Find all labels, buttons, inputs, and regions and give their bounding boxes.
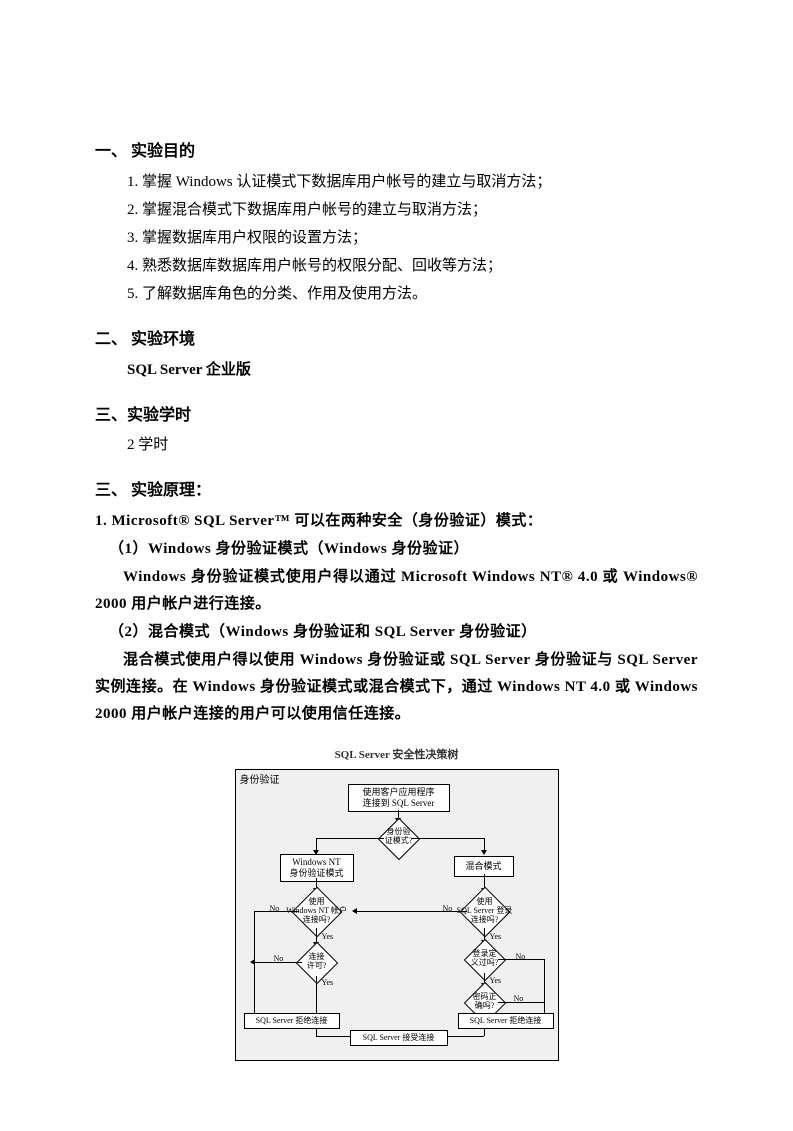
list-item: 3. 掌握数据库用户权限的设置方法； [95,225,698,252]
list-item: 4. 熟悉数据库数据库用户帐号的权限分配、回收等方法； [95,253,698,280]
flowchart-decision-winnt-account [291,887,342,938]
flowchart-node-reject-left: SQL Server 拒绝连接 [244,1013,340,1029]
list-item: 5. 了解数据库角色的分类、作用及使用方法。 [95,281,698,308]
diagram-container: SQL Server 安全性决策树 身份验证 使用客户应用程序连接到 SQL S… [95,746,698,1071]
flowchart-decision-sqllogin [459,887,510,938]
flowchart-node-start: 使用客户应用程序连接到 SQL Server [348,784,450,812]
flowchart-diagram: 身份验证 使用客户应用程序连接到 SQL Server 身份验证模式? Wind… [235,769,559,1061]
document-page: 一、 实验目的 1. 掌握 Windows 认证模式下数据库用户帐号的建立与取消… [0,0,793,1131]
section-2-heading: 二、 实验环境 [95,326,698,355]
principle-line-5: 混合模式使用户得以使用 Windows 身份验证或 SQL Server 身份验… [95,647,698,728]
section-3-body: 2 学时 [95,432,698,459]
principle-line-2: （1）Windows 身份验证模式（Windows 身份验证） [95,536,698,563]
flowchart-node-reject-right: SQL Server 拒绝连接 [458,1013,554,1029]
section-1-heading: 一、 实验目的 [95,138,698,167]
flowchart-node-winnt: Windows NT身份验证模式 [280,854,354,882]
frame-label: 身份验证 [240,772,280,790]
list-item: 2. 掌握混合模式下数据库用户帐号的建立与取消方法； [95,197,698,224]
flowchart-decision-mode [377,818,419,860]
list-item: 1. 掌握 Windows 认证模式下数据库用户帐号的建立与取消方法； [95,169,698,196]
section-2-body: SQL Server 企业版 [95,357,698,384]
section-3-heading: 三、实验学时 [95,402,698,431]
principle-line-1: 1. Microsoft® SQL Server™ 可以在两种安全（身份验证）模… [95,508,698,535]
flowchart-node-accept: SQL Server 接受连接 [350,1030,448,1046]
principle-line-3: Windows 身份验证模式使用户得以通过 Microsoft Windows … [95,564,698,618]
section-4-heading: 三、 实验原理： [95,477,698,506]
principle-line-4: （2）混合模式（Windows 身份验证和 SQL Server 身份验证） [95,619,698,646]
diagram-title: SQL Server 安全性决策树 [95,746,698,766]
